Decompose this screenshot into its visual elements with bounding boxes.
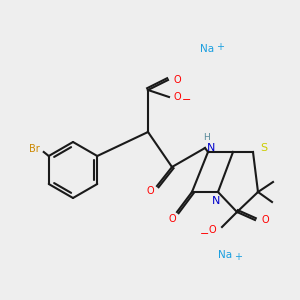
- Text: −: −: [200, 229, 209, 239]
- Text: O: O: [174, 75, 182, 85]
- Text: O: O: [208, 225, 216, 235]
- Text: O: O: [261, 215, 268, 225]
- Text: Na: Na: [200, 44, 214, 54]
- Text: −: −: [182, 95, 191, 105]
- Text: O: O: [146, 186, 154, 196]
- Text: Br: Br: [29, 144, 40, 154]
- Text: O: O: [168, 214, 176, 224]
- Text: +: +: [216, 42, 224, 52]
- Text: S: S: [260, 143, 267, 153]
- Text: N: N: [207, 143, 215, 153]
- Text: O: O: [174, 92, 182, 102]
- Text: H: H: [202, 134, 209, 142]
- Text: N: N: [212, 196, 220, 206]
- Text: +: +: [234, 252, 242, 262]
- Text: Na: Na: [218, 250, 232, 260]
